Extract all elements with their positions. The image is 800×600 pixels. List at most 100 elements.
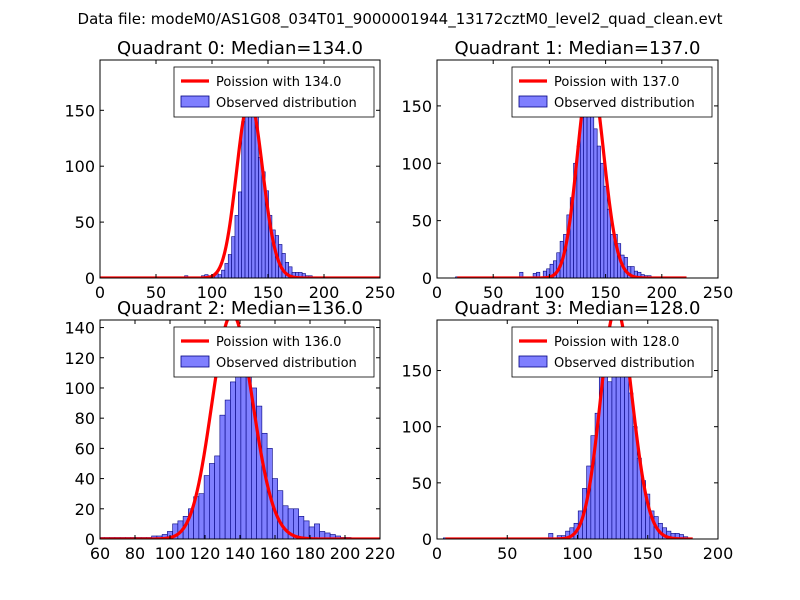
quadrant-1-xtick-label: 250 bbox=[703, 283, 734, 302]
quadrant-2-legend: Poission with 136.0 Observed distribution bbox=[173, 326, 375, 378]
quadrant-2-xtick-label: 80 bbox=[125, 544, 145, 563]
quadrant-1-axes-frame bbox=[436, 59, 719, 279]
quadrant-2-xtick-label: 160 bbox=[260, 544, 291, 563]
quadrant-1-legend-label-observed: Observed distribution bbox=[554, 96, 695, 111]
quadrant-2-bar bbox=[224, 399, 231, 539]
quadrant-2-xtick-label: 220 bbox=[365, 544, 396, 563]
quadrant-0-bar bbox=[231, 236, 236, 278]
quadrant-1-legend-box bbox=[511, 66, 713, 118]
quadrant-3-bar bbox=[611, 353, 617, 539]
quadrant-3-ytick-label: 100 bbox=[401, 418, 432, 437]
quadrant-2-legend-box bbox=[173, 326, 375, 378]
quadrant-2-plot: Quadrant 2: Median=136.060 80 100 120 140 160… bbox=[64, 298, 395, 563]
quadrant-2-bar bbox=[203, 475, 210, 539]
quadrant-3-plot: Quadrant 3: Median=128.0 0 50 100 150 200 0 50 1… bbox=[401, 298, 733, 563]
quadrant-1-bar bbox=[596, 145, 601, 278]
quadrant-0-bar bbox=[227, 254, 232, 278]
quadrant-0-xtick-label: 150 bbox=[253, 283, 284, 302]
quadrant-1-ytick-label: 50 bbox=[412, 212, 432, 231]
quadrant-1-bar bbox=[593, 128, 598, 278]
quadrant-0-ytick-label: 150 bbox=[64, 101, 95, 120]
quadrant-3-xtick-label: 100 bbox=[562, 544, 593, 563]
quadrant-2-bar bbox=[235, 352, 242, 539]
quadrant-1-xtick-label: 0 bbox=[432, 283, 442, 302]
quadrant-0-legend-box bbox=[173, 66, 375, 118]
quadrant-0-bar bbox=[234, 215, 239, 278]
quadrant-2-xtick-label: 140 bbox=[225, 544, 256, 563]
quadrant-1-xtick-label: 150 bbox=[590, 283, 621, 302]
quadrant-3-bar bbox=[548, 533, 554, 539]
quadrant-2-bar bbox=[214, 455, 221, 539]
quadrant-1-bars bbox=[455, 105, 665, 278]
quadrant-2-bar bbox=[314, 523, 320, 539]
quadrant-3-bar bbox=[615, 361, 621, 539]
quadrant-0-plot: Quadrant 0: Median=134.0 0 50 100 150 200 250 0… bbox=[64, 38, 395, 302]
quadrant-2-bar bbox=[219, 414, 226, 539]
quadrant-2-ytick-label: 40 bbox=[75, 470, 95, 489]
quadrant-0-axes-frame bbox=[99, 59, 381, 279]
quadrant-1-bar bbox=[603, 185, 608, 278]
quadrant-2-xtick-label: 200 bbox=[330, 544, 361, 563]
quadrant-0-bar bbox=[224, 263, 229, 278]
quadrant-2-bar bbox=[298, 516, 305, 539]
quadrant-0-bar bbox=[238, 191, 242, 278]
quadrant-1-ytick-label: 150 bbox=[401, 97, 432, 116]
quadrant-1-bar bbox=[580, 117, 584, 278]
quadrant-3-legend-label-observed: Observed distribution bbox=[554, 356, 695, 371]
quadrant-2-bar bbox=[230, 381, 236, 539]
quadrant-3-ytick-label: 50 bbox=[412, 474, 432, 493]
quadrant-3-xtick-label: 200 bbox=[703, 544, 734, 563]
quadrant-3-legend-label-poisson: Poission with 128.0 bbox=[554, 335, 679, 350]
quadrant-1-bar bbox=[600, 162, 605, 278]
quadrant-0-bar bbox=[241, 121, 246, 278]
quadrant-1-bar bbox=[610, 234, 615, 278]
quadrant-0-xtick-label: 50 bbox=[146, 283, 166, 302]
quadrant-1-ytick-label: 0 bbox=[422, 269, 432, 288]
quadrant-2-xtick-label: 180 bbox=[295, 544, 326, 563]
quadrant-3-ytick-label: 150 bbox=[401, 362, 432, 381]
quadrant-3-bars bbox=[443, 353, 693, 539]
quadrant-2-bar bbox=[303, 520, 310, 539]
quadrant-0-legend-label-observed: Observed distribution bbox=[216, 96, 357, 111]
quadrant-2-ytick-label: 60 bbox=[75, 439, 95, 458]
quadrant-2-ytick-label: 0 bbox=[85, 530, 95, 549]
quadrant-2-title: Quadrant 2: Median=136.0 bbox=[117, 298, 363, 319]
quadrant-2-xtick-label: 120 bbox=[190, 544, 221, 563]
quadrant-2-legend-label-observed: Observed distribution bbox=[216, 356, 357, 371]
quadrant-3-ytick-label: 0 bbox=[422, 530, 432, 549]
figure-suptitle: Data file: modeM0/AS1G08_034T01_90000019… bbox=[78, 10, 723, 29]
quadrant-2-ytick-label: 100 bbox=[64, 379, 95, 398]
quadrant-3-bar bbox=[603, 359, 609, 539]
quadrant-2-ytick-label: 140 bbox=[64, 319, 95, 338]
quadrant-1-title: Quadrant 1: Median=137.0 bbox=[455, 38, 701, 59]
quadrant-0-ytick-label: 50 bbox=[75, 213, 95, 232]
quadrant-3-bar bbox=[607, 381, 613, 539]
quadrant-0-bar bbox=[258, 156, 263, 278]
quadrant-2-ytick-label: 80 bbox=[75, 409, 95, 428]
quadrant-1-xtick-label: 50 bbox=[483, 283, 503, 302]
quadrant-2-xtick-label: 100 bbox=[155, 544, 186, 563]
quadrant-1-xtick-label: 100 bbox=[534, 283, 565, 302]
quadrant-2-bar bbox=[282, 505, 289, 539]
quadrant-3-poisson-curve bbox=[444, 320, 694, 539]
quadrant-1-bar bbox=[590, 111, 595, 278]
quadrant-3-title: Quadrant 3: Median=128.0 bbox=[455, 298, 701, 319]
quadrant-0-xtick-label: 250 bbox=[365, 283, 396, 302]
quadrant-0-poisson-curve bbox=[100, 98, 380, 278]
quadrant-2-xtick-label: 60 bbox=[90, 544, 110, 563]
quadrant-2-ytick-label: 120 bbox=[64, 349, 95, 368]
quadrant-1-legend-bar-swatch bbox=[518, 95, 548, 108]
quadrant-0-bar bbox=[217, 274, 222, 278]
quadrant-3-xtick-label: 0 bbox=[432, 544, 442, 563]
quadrant-3-bar bbox=[620, 367, 625, 539]
quadrant-1-bar bbox=[583, 105, 588, 278]
quadrant-2-bar bbox=[277, 490, 284, 539]
quadrant-0-legend-bar-swatch bbox=[180, 95, 210, 108]
quadrant-1-xtick-label: 200 bbox=[647, 283, 678, 302]
quadrant-0-legend-label-poisson: Poission with 134.0 bbox=[216, 75, 341, 90]
quadrant-3-xtick-label: 150 bbox=[632, 544, 663, 563]
quadrant-0-xtick-label: 200 bbox=[309, 283, 340, 302]
quadrant-0-xtick-label: 100 bbox=[197, 283, 228, 302]
quadrant-3-xtick-label: 50 bbox=[497, 544, 517, 563]
